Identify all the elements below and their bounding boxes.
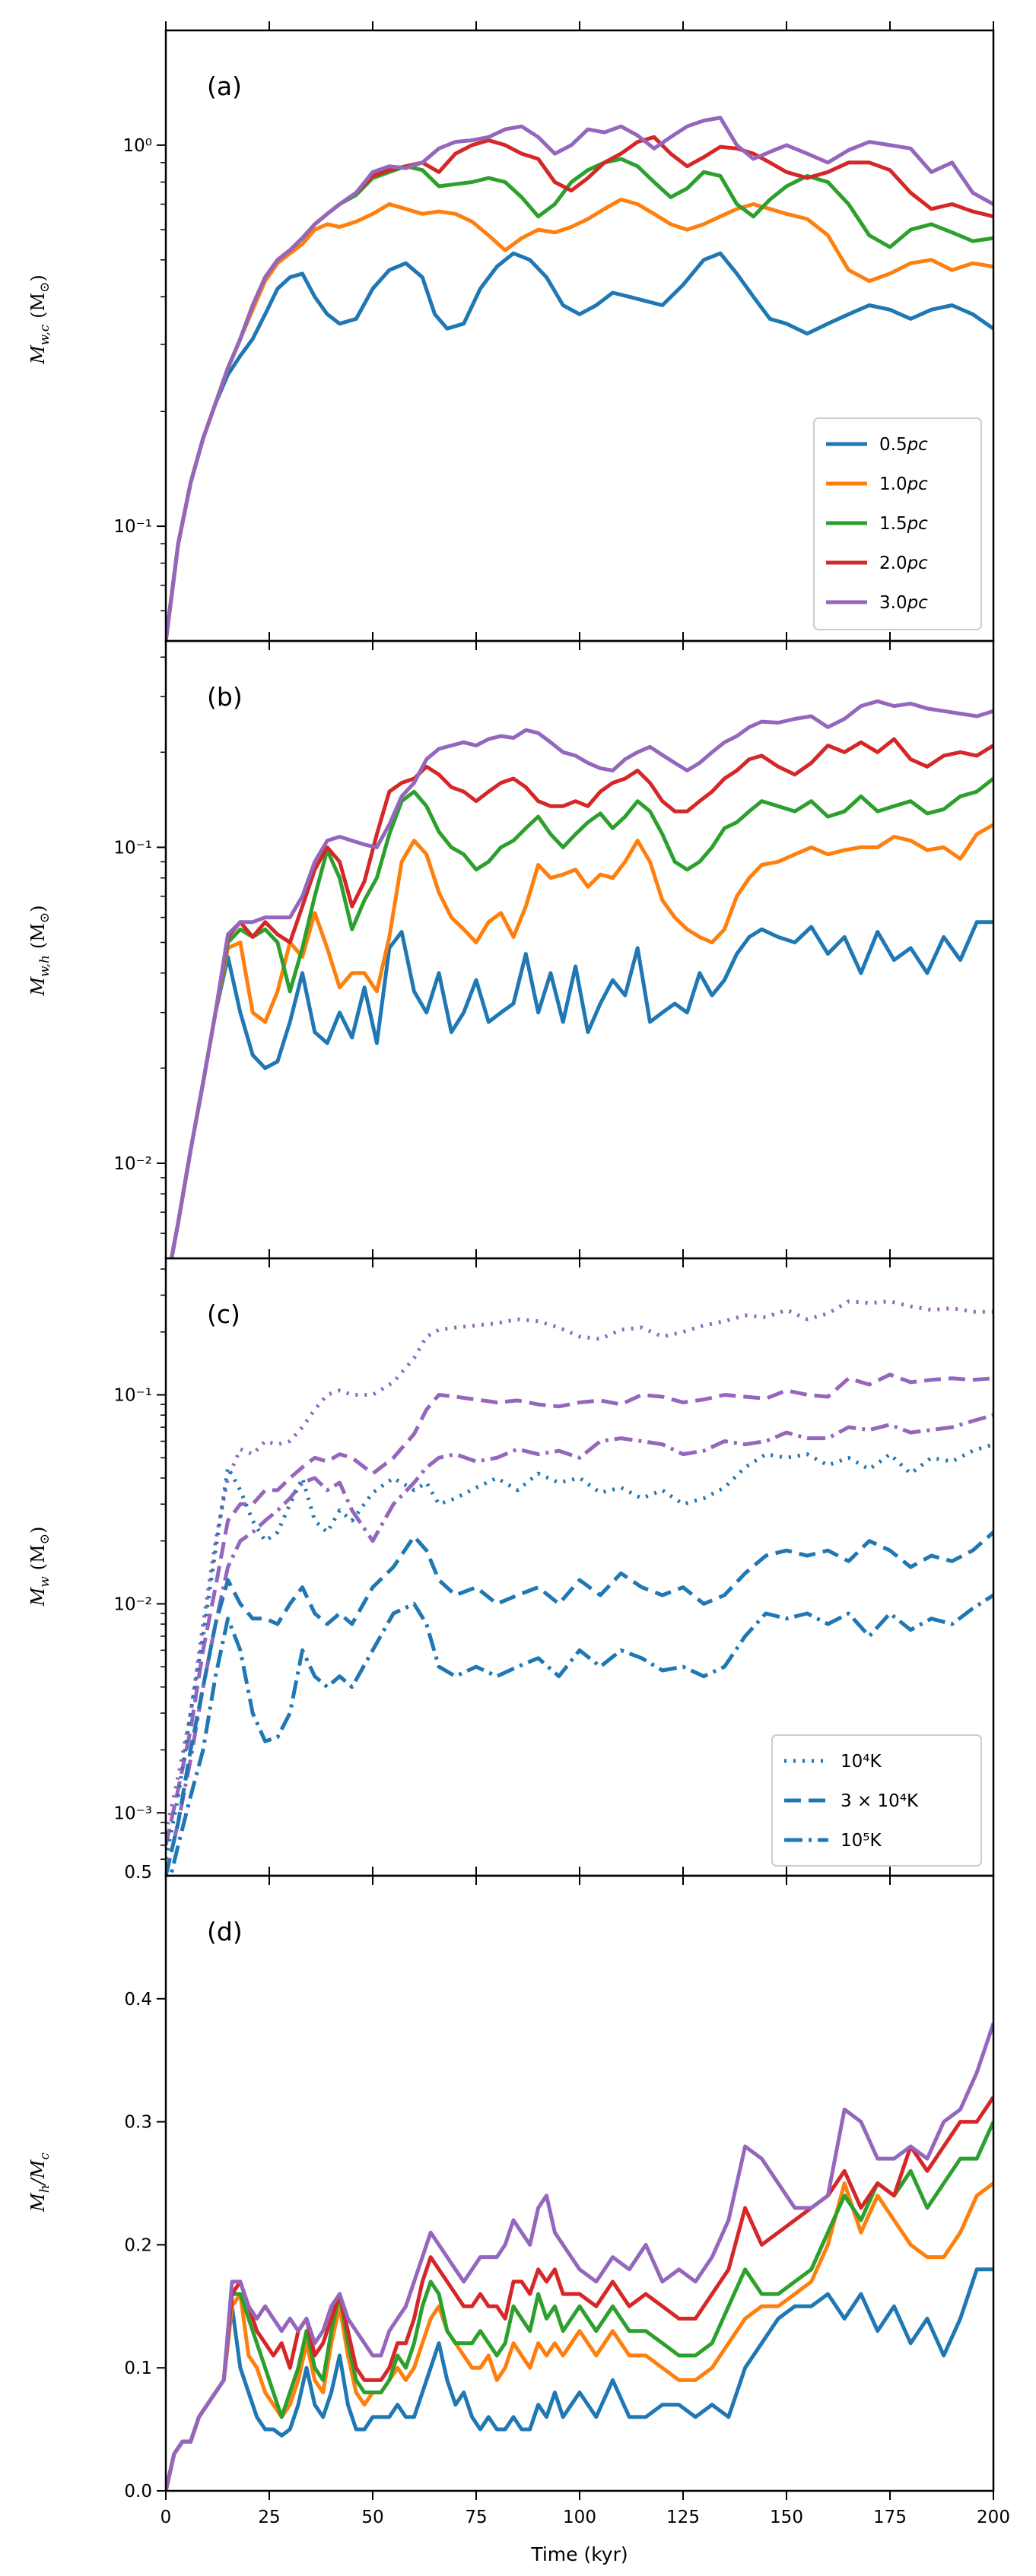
series-line-3-0pc-10-K [166,1299,993,1834]
legend-label: 10⁵K [841,1831,882,1851]
x-tick-label: 75 [465,2508,487,2527]
panel-label: (d) [207,1917,243,1946]
legend-a: 0.5pc 1.0pc 1.5pc 2.0pc 3.0pc [813,417,982,630]
panel-c: 10⁻³ 10⁻² 10⁻¹ (c) [113,1249,995,1885]
series-line-0-5pc [169,920,993,1258]
x-tick-label: 100 [563,2508,596,2527]
series-line-3-0pc-10-K [166,1413,993,1876]
y-tick-label: 0.3 [124,2113,152,2133]
x-tick-label: 25 [258,2508,280,2527]
series-line-1-5pc [169,777,993,1258]
y-tick-label: 0.4 [124,1990,152,2010]
y-tick-label: 10⁻³ [113,1804,152,1823]
series-line-1-0pc [169,823,993,1258]
y-tick-label: 10⁻² [113,1154,152,1174]
legend-label: 3.0pc [879,593,928,613]
y-tick-label: 0.2 [124,2235,152,2255]
legend-box [771,1734,982,1867]
panel-a: 10⁻¹ 10⁰ (a) [113,21,995,650]
series-line-2-0pc [169,737,993,1258]
legend-label: 1.5pc [879,514,928,534]
x-axis-label: Time (kyr) [530,2543,628,2565]
panel-b: 10⁻² 10⁻¹ (b) [113,632,995,1267]
legend-label: 10⁴K [841,1752,882,1772]
series-line-3-0pc [166,2022,993,2491]
series-line-1-5pc [166,2121,993,2491]
series-line-0-5pc-10-K [166,1442,993,1860]
x-tick-label: 150 [770,2508,803,2527]
legend-label: 3 × 10⁴K [841,1791,919,1811]
y-tick-label: 10⁻¹ [113,517,152,537]
axes-frame [164,1874,995,2492]
x-tick-label: 0 [160,2508,172,2527]
x-tick-label: 200 [977,2508,1010,2527]
x-tick-label: 50 [361,2508,383,2527]
y-tick-label-extra: 0.5 [124,1863,152,1883]
legend-label: 0.5pc [879,435,928,455]
series-line-3-0pc [169,699,993,1258]
series-line-1-0pc [166,2181,993,2491]
legend-label: 1.0pc [879,474,928,494]
x-tick-label: 175 [873,2508,907,2527]
panel-d: 0.0 0.1 0.2 0.3 0.4 (d) [124,1867,995,2501]
x-tick-label: 125 [666,2508,700,2527]
legend-box [813,417,982,630]
series-line-0-5pc-10-K [168,1593,993,1876]
y-tick-label: 10⁻² [113,1594,152,1614]
series-line-1-0pc [166,197,993,641]
y-tick-label: 10⁻¹ [113,838,152,858]
y-tick-label: 0.1 [124,2359,152,2378]
series-line-3-0pc-3-10-K [166,1372,993,1846]
series-line-0-5pc [166,2267,993,2491]
y-axis-title: Mh/Mc [27,2152,52,2213]
y-tick-label: 0.0 [124,2482,152,2501]
y-axis-title: Mw(M⊙) [27,1527,52,1607]
y-tick-label: 10⁰ [123,136,153,156]
series-line-3-0pc [166,116,993,641]
panel-label: (b) [207,682,243,712]
y-axis-title: Mw,c(M⊙) [27,274,52,365]
panel-label: (a) [207,71,242,101]
y-axis-title: Mw,h(M⊙) [27,905,52,996]
series-line-2-0pc [166,2095,993,2491]
y-tick-label: 10⁻¹ [113,1386,152,1406]
series-line-0-5pc-3-10-K [166,1531,993,1876]
legend-c: 10⁴K 3 × 10⁴K 10⁵K [771,1734,982,1867]
legend-label: 2.0pc [879,554,928,573]
panel-label: (c) [207,1299,240,1329]
series-line-0-5pc [166,251,993,641]
